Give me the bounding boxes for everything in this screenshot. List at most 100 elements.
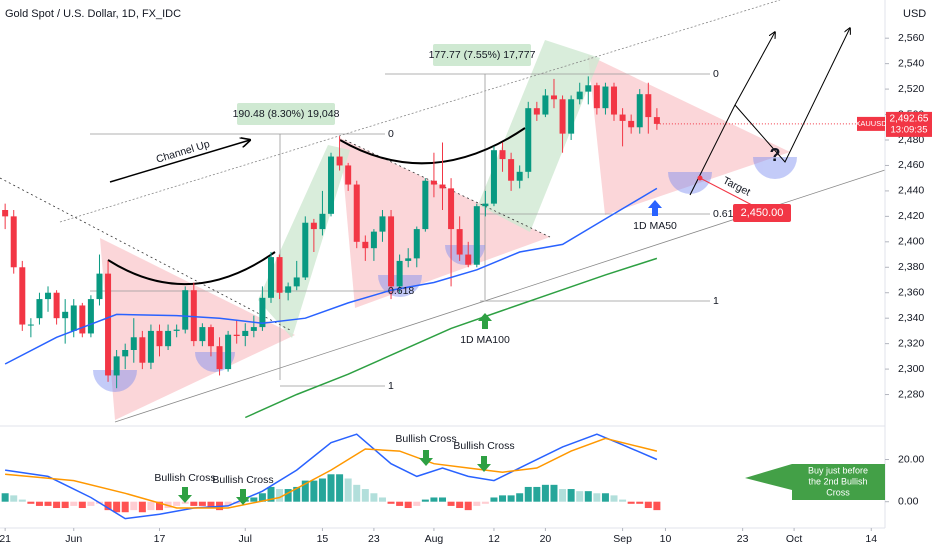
candle-body: [439, 184, 446, 189]
histogram-bar: [644, 501, 652, 509]
ma50-arrow: [648, 200, 662, 216]
y-tick-label: 2,520: [898, 83, 924, 95]
y-tick-label: 2,440: [898, 185, 924, 197]
y-tick-label: 2,340: [898, 312, 924, 324]
x-tick-label: 23: [737, 533, 749, 545]
histogram-bar: [190, 501, 198, 506]
histogram-bar: [318, 478, 326, 502]
histogram-bar: [378, 497, 386, 502]
candle-body: [550, 95, 557, 100]
histogram-bar: [584, 491, 592, 502]
histogram-bar: [567, 489, 575, 502]
histogram-bar: [430, 497, 438, 502]
candle-body: [259, 297, 266, 328]
ma100-arrow: [478, 313, 492, 329]
y-tick-label: 20.00: [898, 453, 924, 465]
candle-body: [70, 305, 77, 331]
candle-body: [45, 292, 52, 300]
candle-body: [113, 356, 120, 376]
candle-body: [207, 327, 214, 347]
histogram-bar: [224, 501, 232, 506]
arc: [107, 251, 276, 285]
fib-label: 0.618: [713, 208, 739, 220]
histogram-bar: [113, 501, 121, 513]
annotation: ?: [770, 145, 781, 165]
histogram-bar: [456, 501, 464, 509]
cross-arrow: [419, 450, 433, 466]
histogram-bar: [344, 478, 352, 502]
histogram-bar: [130, 501, 138, 511]
candle-body: [636, 94, 643, 128]
histogram-bar: [78, 501, 86, 509]
line: [5, 437, 658, 509]
candle-body: [559, 99, 566, 134]
x-tick-label: 15: [317, 533, 329, 545]
candle-body: [310, 222, 317, 230]
candle-body: [379, 216, 386, 232]
candle-body: [27, 324, 34, 326]
ticker-box: [857, 116, 885, 131]
histogram-bar: [387, 501, 395, 504]
histogram-bar: [601, 493, 609, 502]
candle-body: [516, 171, 523, 181]
candle-body: [645, 94, 652, 118]
histogram-bar: [550, 484, 558, 502]
arc: [339, 127, 526, 165]
y-tick-label: 2,380: [898, 261, 924, 273]
candle-body: [353, 184, 360, 242]
histogram-bar: [464, 501, 472, 511]
candle-body: [628, 120, 635, 128]
candle-body: [105, 273, 112, 376]
histogram-bar: [35, 501, 43, 506]
arrow: [109, 140, 250, 183]
histogram-bar: [301, 480, 309, 502]
candle-body: [653, 117, 660, 124]
channel-top: [59, 0, 781, 223]
y-tick-label: 0.00: [898, 495, 919, 507]
histogram-bar: [173, 501, 181, 506]
histogram-bar: [44, 501, 52, 506]
x-tick-label: Jul: [239, 533, 252, 545]
candle-body: [285, 286, 292, 293]
candle-body: [173, 329, 180, 331]
candle-body: [96, 273, 103, 300]
fib-label: 0: [388, 128, 394, 140]
x-tick-label: 17: [154, 533, 166, 545]
triangle: [100, 238, 295, 420]
histogram-bar: [516, 493, 524, 502]
fib-label: 1: [388, 380, 394, 392]
x-tick-label: 23: [368, 533, 380, 545]
histogram-bar: [541, 484, 549, 502]
histogram-bar: [447, 501, 455, 506]
candle-body: [593, 85, 600, 109]
candle-body: [465, 254, 472, 265]
histogram-bar: [413, 501, 421, 506]
histogram-bar: [267, 486, 275, 502]
candle-body: [413, 229, 420, 259]
histogram-bar: [250, 497, 258, 502]
histogram-bar: [421, 499, 429, 502]
histogram-bar: [293, 486, 301, 502]
ma-label: 1D MA100: [460, 334, 510, 346]
price-box: [886, 111, 932, 137]
candle-body: [499, 150, 506, 160]
histogram-bar: [1, 493, 9, 502]
histogram-bar: [576, 491, 584, 502]
price-label: 2,492.65: [890, 114, 929, 125]
candle-body: [250, 327, 257, 331]
ticker: XAUUSD: [855, 119, 887, 128]
candle-body: [542, 95, 549, 115]
histogram-bar: [404, 501, 412, 509]
annotation: Bullish Cross: [395, 433, 456, 445]
x-tick-label: Oct: [786, 533, 802, 545]
candle-body: [456, 229, 463, 255]
histogram-bar: [61, 501, 69, 509]
candle-body: [328, 156, 335, 214]
candle-body: [448, 188, 455, 230]
x-tick-label: 10: [660, 533, 672, 545]
histogram-bar: [87, 501, 95, 506]
candle-body: [2, 210, 9, 217]
histogram-bar: [276, 489, 284, 502]
histogram-bar: [481, 501, 489, 504]
